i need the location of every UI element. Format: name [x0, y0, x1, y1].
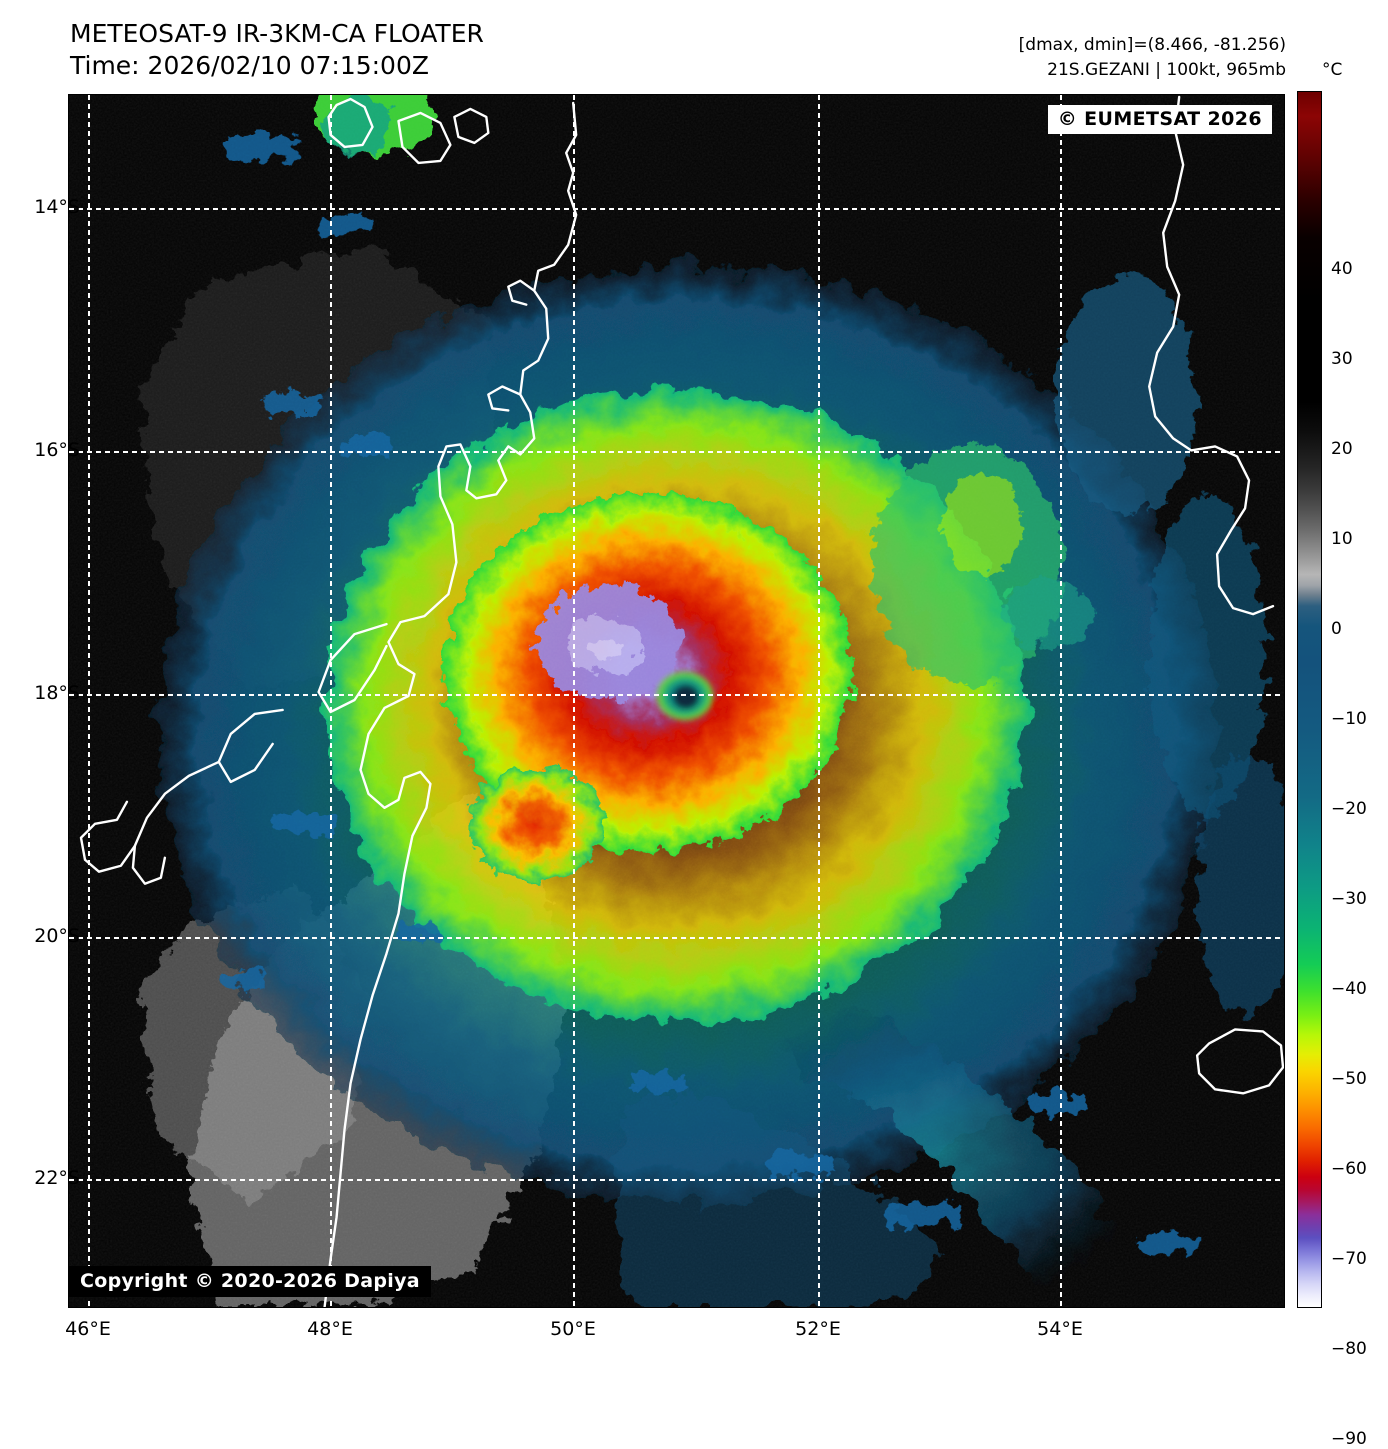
x-tick-46E: 46°E [65, 1318, 111, 1340]
cb-tick-m50: −50 [1331, 1069, 1367, 1089]
y-tick-22S: 22°S [34, 1167, 80, 1189]
cb-tick-m30: −30 [1331, 889, 1367, 909]
gridline-lat-20 [69, 937, 1284, 939]
temperature-colorbar[interactable] [1297, 91, 1322, 1308]
y-tick-16S: 16°S [34, 439, 80, 461]
colorbar-unit-label: °C [1322, 60, 1343, 80]
y-tick-14S: 14°S [34, 196, 80, 218]
eumetsat-credit-badge: © EUMETSAT 2026 [1047, 105, 1272, 134]
page-title: METEOSAT-9 IR-3KM-CA FLOATER Time: 2026/… [70, 18, 484, 82]
gridline-lon-50 [573, 95, 575, 1307]
gridline-lon-52 [818, 95, 820, 1307]
cb-tick-m70: −70 [1331, 1249, 1367, 1269]
x-tick-50E: 50°E [550, 1318, 596, 1340]
gridline-lat-14 [69, 208, 1284, 210]
cb-tick-m40: −40 [1331, 979, 1367, 999]
copyright-badge: Copyright © 2020-2026 Dapiya [69, 1266, 431, 1297]
cb-tick-20: 20 [1331, 439, 1353, 459]
satellite-image-plot[interactable]: © EUMETSAT 2026 Copyright © 2020-2026 Da… [68, 94, 1285, 1308]
x-tick-48E: 48°E [307, 1318, 353, 1340]
cb-tick-30: 30 [1331, 349, 1353, 369]
cb-tick-m80: −80 [1331, 1339, 1367, 1359]
x-tick-54E: 54°E [1037, 1318, 1083, 1340]
cb-tick-m60: −60 [1331, 1159, 1367, 1179]
infrared-satellite-raster [69, 95, 1284, 1307]
cb-tick-0: 0 [1331, 619, 1342, 639]
gridline-lat-18 [69, 694, 1284, 696]
storm-info-label: 21S.GEZANI | 100kt, 965mb [1047, 60, 1286, 80]
x-tick-52E: 52°E [795, 1318, 841, 1340]
cb-tick-40: 40 [1331, 259, 1353, 279]
header-metadata: [dmax, dmin]=(8.466, -81.256) 21S.GEZANI… [1019, 33, 1286, 83]
gridline-lon-54 [1060, 95, 1062, 1307]
timestamp-label: Time: 2026/02/10 07:15:00Z [70, 51, 429, 80]
product-title: METEOSAT-9 IR-3KM-CA FLOATER [70, 19, 484, 48]
gridline-lon-48 [330, 95, 332, 1307]
y-tick-20S: 20°S [34, 925, 80, 947]
gridline-lat-22 [69, 1179, 1284, 1181]
gridline-lat-16 [69, 451, 1284, 453]
gridline-lon-46 [88, 95, 90, 1307]
graticule-grid [69, 95, 1284, 1307]
cb-tick-m20: −20 [1331, 799, 1367, 819]
cb-tick-m10: −10 [1331, 709, 1367, 729]
y-tick-18S: 18°S [34, 682, 80, 704]
cb-tick-m90: −90 [1331, 1429, 1367, 1449]
data-range-label: [dmax, dmin]=(8.466, -81.256) [1018, 35, 1286, 55]
cb-tick-10: 10 [1331, 529, 1353, 549]
coastline-overlay [79, 95, 1284, 1307]
